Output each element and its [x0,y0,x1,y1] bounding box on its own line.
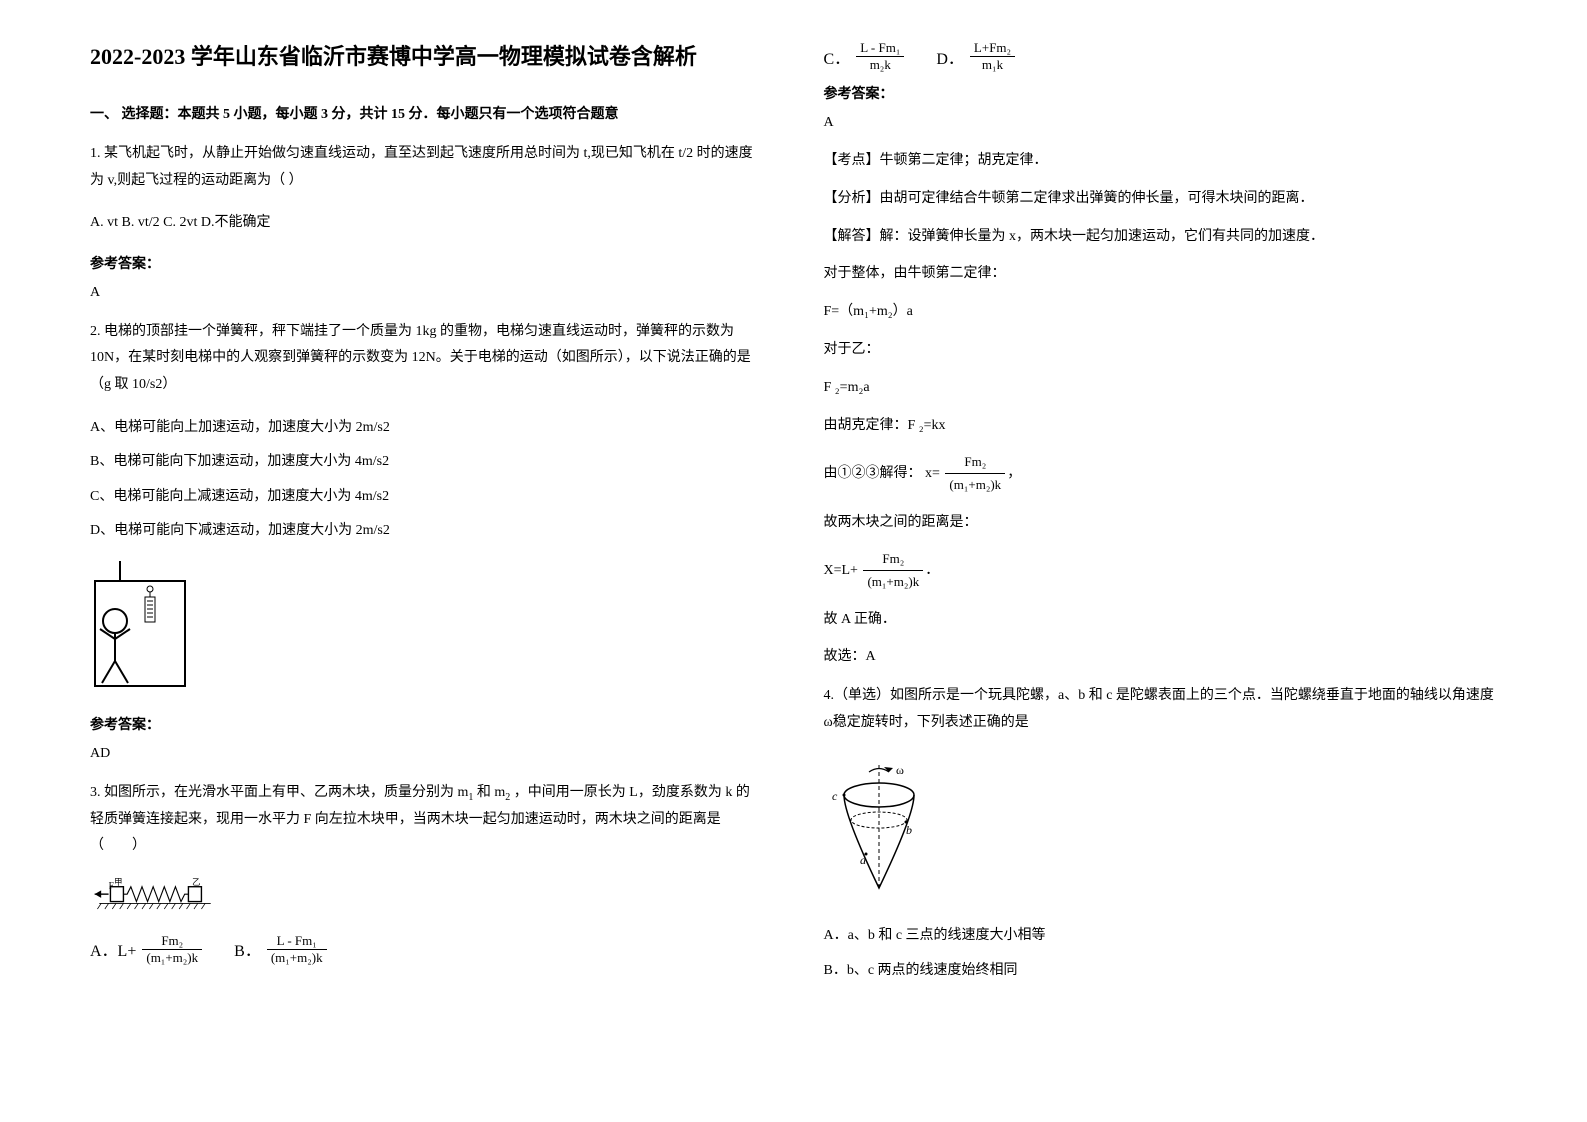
q3-text-p1: 3. 如图所示，在光滑水平面上有甲、乙两木块，质量分别为 m [90,785,468,800]
q3-optb-num: L - Fm₁ [267,933,327,950]
right-column: C． L - Fm₁ m₂k D． L+Fm₂ m₁k 参考答案： A 【考点】… [794,40,1528,1082]
q1-answer: A [90,285,764,301]
q3-opt-d: D． L+Fm₂ m₁k [936,40,1017,73]
q3-options-row1: A．L+ Fm₂ (m₁+m₂)k B． L - Fm₁ (m₁+m₂)k [90,933,764,966]
q3-exp8: 由胡克定律：F ₂=kx [824,414,1498,438]
q4-text: 4.（单选）如图所示是一个玩具陀螺，a、b 和 c 是陀螺表面上的三个点．当陀螺… [824,683,1498,736]
question-1: 1. 某飞机起飞时，从静止开始做匀速直线运动，直至达到起飞速度所用总时间为 t,… [90,141,764,194]
q3-optd-den: m₁k [970,57,1015,73]
q3-exp9-num: Fm₂ [945,451,1005,474]
q3-optb-label: B． [234,937,261,961]
q3-exp7: F ₂=m₂a [824,376,1498,400]
spinning-top-diagram: ω c b a [824,760,934,900]
q3-exp6: 对于乙： [824,338,1498,362]
q3-answer-label: 参考答案： [824,83,1498,103]
q3-exp11-den: (m₁+m₂)k [863,571,923,593]
q3-exp1: 【考点】牛顿第二定律；胡克定律． [824,149,1498,173]
q3-text-p2: 和 m [477,785,505,800]
q1-options: A. vt B. vt/2 C. 2vt D.不能确定 [90,210,764,237]
q3-opt-a: A．L+ Fm₂ (m₁+m₂)k [90,933,204,966]
q3-exp10: 故两木块之间的距离是： [824,511,1498,535]
q3-optc-label: C． [824,45,851,69]
q3-optc-num: L - Fm₁ [856,40,904,57]
section-header: 一、 选择题：本题共 5 小题，每小题 3 分，共计 15 分．每小题只有一个选… [90,103,764,123]
q2-answer-label: 参考答案： [90,714,764,734]
document-title: 2022-2023 学年山东省临沂市赛博中学高一物理模拟试卷含解析 [90,40,764,73]
svg-text:c: c [832,789,838,803]
q2-answer: AD [90,746,764,762]
q3-optb-den: (m₁+m₂)k [267,950,327,966]
svg-text:b: b [906,823,912,837]
q3-text: 3. 如图所示，在光滑水平面上有甲、乙两木块，质量分别为 m1 和 m2 ，中间… [90,780,764,860]
q3-opt-b: B． L - Fm₁ (m₁+m₂)k [234,933,328,966]
q3-exp9: 由①②③解得： x= Fm₂ (m₁+m₂)k ， [824,451,1498,496]
svg-text:甲: 甲 [114,878,122,887]
q1-answer-label: 参考答案： [90,253,764,273]
spring-diagram: F 甲 乙 [90,876,220,916]
q3-exp11: X=L+ Fm₂ (m₁+m₂)k ． [824,548,1498,593]
q3-exp12: 故 A 正确． [824,608,1498,632]
q3-opta-den: (m₁+m₂)k [142,950,202,966]
q3-opta-label: A．L+ [90,937,136,961]
elevator-diagram [90,561,190,691]
q3-exp5: F=（m₁+m₂）a [824,300,1498,324]
q3-exp11-num: Fm₂ [863,548,923,571]
q3-options-row2: C． L - Fm₁ m₂k D． L+Fm₂ m₁k [824,40,1498,73]
question-2: 2. 电梯的顶部挂一个弹簧秤，秤下端挂了一个质量为 1kg 的重物，电梯匀速直线… [90,319,764,399]
q3-answer: A [824,115,1498,131]
left-column: 2022-2023 学年山东省临沂市赛博中学高一物理模拟试卷含解析 一、 选择题… [60,40,794,1082]
q3-opt-c: C． L - Fm₁ m₂k [824,40,907,73]
q3-exp9-den: (m₁+m₂)k [945,474,1005,496]
q3-exp13: 故选：A [824,645,1498,669]
q3-exp9-prefix: 由①②③解得： [824,466,922,481]
q3-exp3: 【解答】解：设弹簧伸长量为 x，两木块一起匀加速运动，它们有共同的加速度． [824,225,1498,249]
q2-opt-b: B、电梯可能向下加速运动，加速度大小为 4m/s2 [90,449,764,476]
q3-exp2: 【分析】由胡可定律结合牛顿第二定律求出弹簧的伸长量，可得木块间的距离． [824,187,1498,211]
q4-opt-b: B．b、c 两点的线速度始终相同 [824,958,1498,985]
svg-text:ω: ω [896,763,904,777]
q2-text: 2. 电梯的顶部挂一个弹簧秤，秤下端挂了一个质量为 1kg 的重物，电梯匀速直线… [90,319,764,399]
question-4: 4.（单选）如图所示是一个玩具陀螺，a、b 和 c 是陀螺表面上的三个点．当陀螺… [824,683,1498,736]
q3-optd-num: L+Fm₂ [970,40,1015,57]
q3-exp4: 对于整体，由牛顿第二定律： [824,262,1498,286]
question-3: 3. 如图所示，在光滑水平面上有甲、乙两木块，质量分别为 m1 和 m2 ，中间… [90,780,764,860]
q3-optc-den: m₂k [856,57,904,73]
q4-options: A．a、b 和 c 三点的线速度大小相等 B．b、c 两点的线速度始终相同 [824,923,1498,984]
q1-text: 1. 某飞机起飞时，从静止开始做匀速直线运动，直至达到起飞速度所用总时间为 t,… [90,141,764,194]
q3-optd-label: D． [936,45,964,69]
q3-opta-num: Fm₂ [142,933,202,950]
q3-exp11-x: X=L+ [824,563,858,578]
svg-text:乙: 乙 [192,878,200,887]
q3-exp9-x: x= [925,466,940,481]
q2-opt-c: C、电梯可能向上减速运动，加速度大小为 4m/s2 [90,484,764,511]
q4-opt-a: A．a、b 和 c 三点的线速度大小相等 [824,923,1498,950]
q2-options: A、电梯可能向上加速运动，加速度大小为 2m/s2 B、电梯可能向下加速运动，加… [90,415,764,545]
q2-opt-a: A、电梯可能向上加速运动，加速度大小为 2m/s2 [90,415,764,442]
q2-opt-d: D、电梯可能向下减速运动，加速度大小为 2m/s2 [90,518,764,545]
